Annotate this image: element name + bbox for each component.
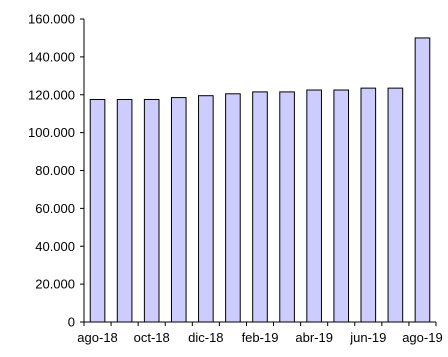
x-tick-label: ago-18 [77,330,117,345]
x-tick-label: oct-18 [134,330,170,345]
x-axis-ticks: ago-18 oct-18 dic-18 feb-19 abr-19 jun-19 ago-… [77,322,443,345]
bar-ene-19 [225,93,241,323]
x-tick-label: abr-19 [295,330,333,345]
y-tick-label: 100.000 [28,125,75,140]
bar-jun-19 [360,87,377,323]
y-axis-ticks: 0 20.000 40.000 60.000 80.000 100.000 120.000 1… [28,12,84,330]
bar-jul-19 [387,87,404,323]
y-tick-label: 40.000 [35,239,75,254]
bar-dic-18 [198,95,214,323]
bar-ago-18 [89,98,106,323]
bar-abr-19 [306,89,322,323]
x-tick-label: ago-19 [402,330,442,345]
y-tick-label: 160.000 [28,12,75,27]
bar-mar-19 [279,91,295,323]
x-tick-label: jun-19 [349,330,386,345]
bar-oct-18 [143,98,160,323]
y-tick-label: 80.000 [35,163,75,178]
bar-sep-18 [116,98,133,323]
bar-ago-19 [414,37,431,323]
y-tick-label: 60.000 [35,201,75,216]
y-tick-label: 20.000 [35,277,75,292]
bar-may-19 [333,89,350,323]
bar-feb-19 [252,91,268,323]
y-tick-label: 0 [68,315,75,330]
y-tick-label: 120.000 [28,87,75,102]
bars-group [89,37,431,323]
y-tick-label: 140.000 [28,49,75,64]
bar-nov-18 [170,97,187,323]
x-tick-label: dic-18 [188,330,223,345]
x-tick-label: feb-19 [242,330,279,345]
